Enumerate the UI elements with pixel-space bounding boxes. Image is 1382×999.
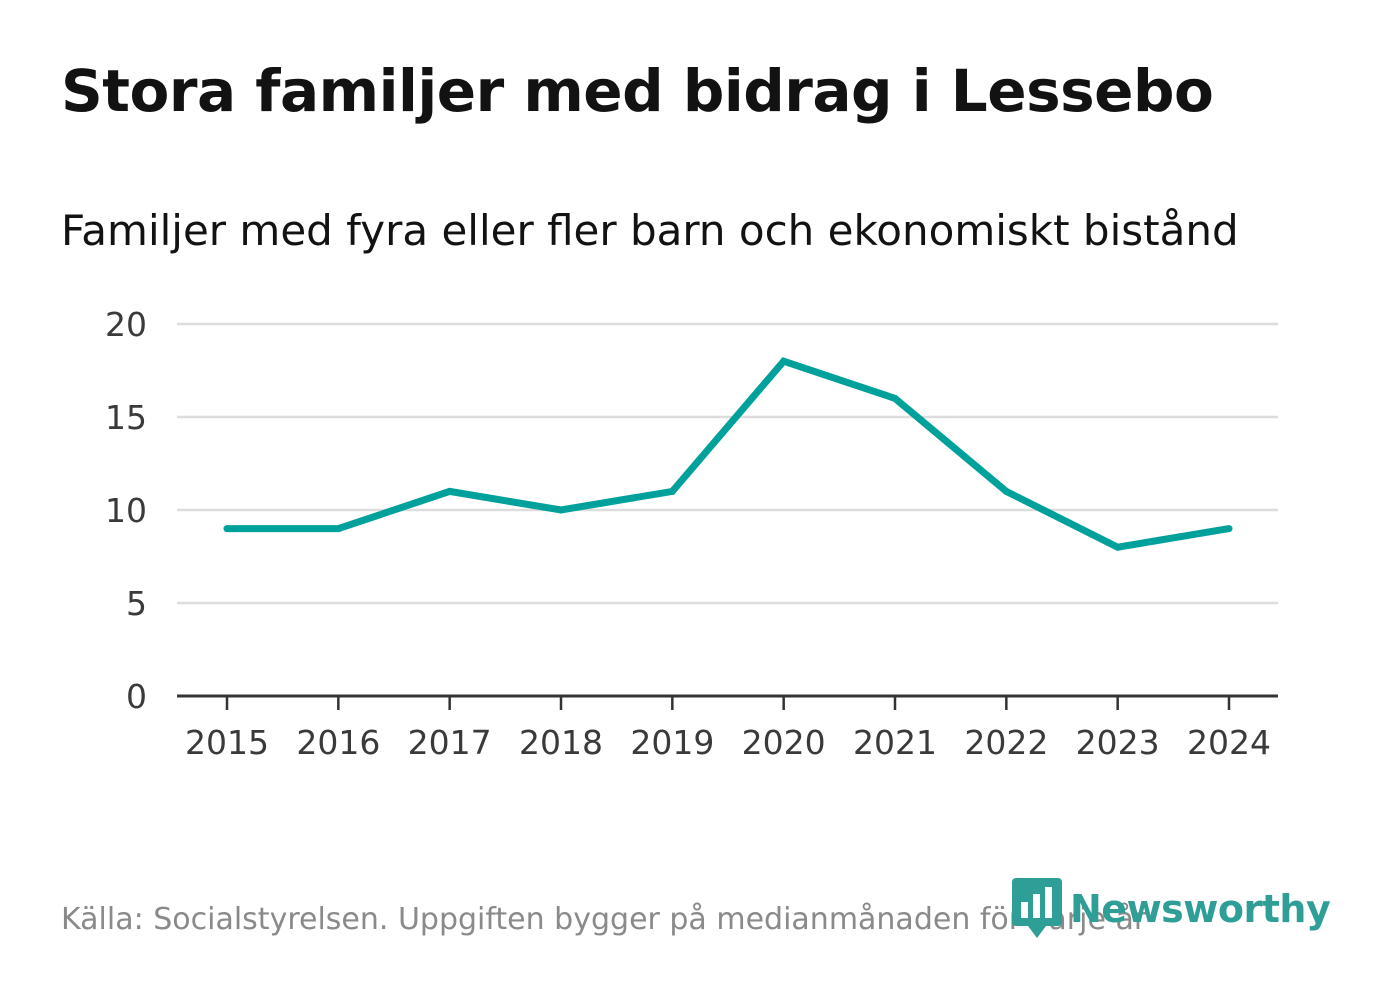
gridlines [177, 322, 1278, 605]
series-line-0 [227, 357, 1230, 551]
data-point-2016 [334, 525, 342, 533]
data-point-2017 [446, 487, 454, 495]
data-point-2018 [557, 506, 565, 514]
x-tick-label-2022: 2022 [964, 723, 1048, 762]
newsworthy-logo-text: Newsworthy [1070, 887, 1331, 931]
chart-title: Stora familjer med bidrag i Lessebo [61, 57, 1214, 125]
data-point-2019 [668, 487, 676, 495]
data-point-2023 [1114, 543, 1122, 551]
x-axis-ticks: 2015 2016 2017 2018 2019 2020 2021 2022 2023 2024 [185, 696, 1271, 762]
x-tick-label-2024: 2024 [1187, 723, 1271, 762]
source-note: Källa: Socialstyrelsen. Uppgiften bygger… [61, 902, 1147, 937]
data-point-2021 [891, 394, 899, 402]
data-point-2024 [1225, 525, 1233, 533]
y-axis-ticks: 0 5 10 15 20 [105, 305, 147, 716]
newsworthy-logo-icon [1012, 878, 1062, 938]
newsworthy-logo: Newsworthy [1012, 878, 1331, 940]
x-tick-label-2019: 2019 [630, 723, 714, 762]
y-tick-label-5: 5 [126, 584, 147, 623]
chart-subtitle: Familjer med fyra eller fler barn och ek… [61, 206, 1239, 255]
y-tick-label-15: 15 [105, 398, 147, 437]
data-point-2020 [780, 357, 788, 365]
series [223, 357, 1233, 551]
y-tick-label-0: 0 [126, 677, 147, 716]
y-tick-label-20: 20 [105, 305, 147, 344]
y-tick-label-10: 10 [105, 491, 147, 530]
x-tick-label-2016: 2016 [296, 723, 380, 762]
data-point-2015 [223, 525, 231, 533]
x-tick-label-2020: 2020 [742, 723, 826, 762]
line-chart: 0 5 10 15 20 2015 2016 2017 2018 2019 2020 2021 202… [105, 305, 1278, 762]
data-point-2022 [1002, 487, 1010, 495]
x-tick-label-2023: 2023 [1076, 723, 1160, 762]
x-tick-label-2021: 2021 [853, 723, 937, 762]
x-tick-label-2017: 2017 [408, 723, 492, 762]
x-tick-label-2018: 2018 [519, 723, 603, 762]
x-tick-label-2015: 2015 [185, 723, 269, 762]
